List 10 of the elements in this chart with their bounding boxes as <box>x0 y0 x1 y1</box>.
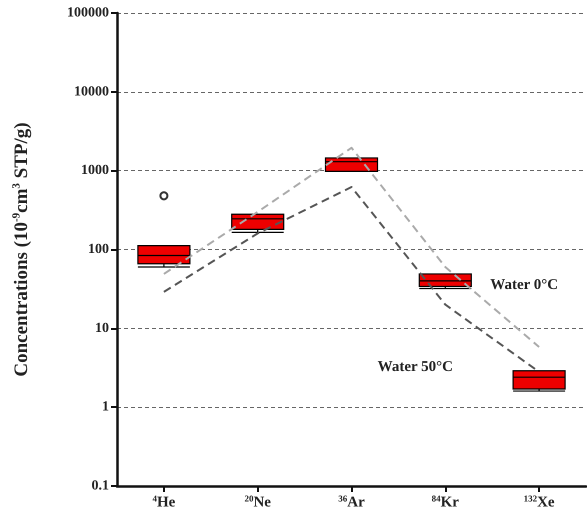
text: Water 50°C <box>378 359 453 376</box>
y-axis-title: Concentrations (10-9cm3 STP/g) <box>10 122 32 377</box>
y-tick-label: 1000 <box>81 163 109 178</box>
y-tick-label: 0.1 <box>92 478 109 494</box>
y-tick-label: 10 <box>95 320 109 336</box>
y-tick-label: 100 <box>88 242 109 257</box>
y-tick-label: 100000 <box>67 6 109 20</box>
y-tick-label: 1 <box>102 400 109 415</box>
series-label: Water 0°C <box>490 276 558 293</box>
y-tick-label: 10000 <box>74 84 109 100</box>
